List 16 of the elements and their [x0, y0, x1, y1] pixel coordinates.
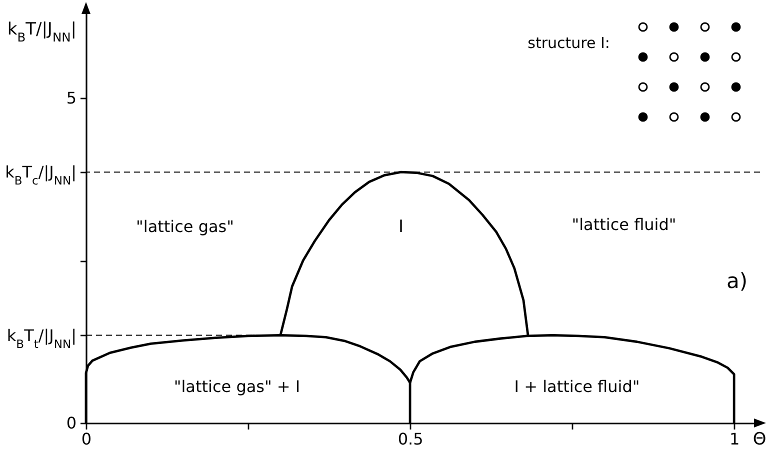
y-tick-label: k$_{B}$T$_{c}$/|J$_{NN}$| — [5, 162, 76, 188]
y-tick-label: k$_{B}$T$_{t}$/|J$_{NN}$| — [6, 326, 76, 351]
annotation: I + lattice fluid" — [514, 377, 640, 396]
y-axis-title: k$_{B}$T/|J$_{NN}$| — [7, 20, 76, 44]
x-axis-title: Θ — [752, 430, 766, 450]
y-tick-label: 0 — [66, 414, 76, 432]
annotation: a) — [726, 269, 748, 293]
x-tick-label: 1 — [729, 430, 740, 448]
annotation: "lattice gas" + I — [174, 377, 300, 396]
annotation: I — [398, 217, 404, 237]
x-tick-label: 0 — [81, 430, 92, 448]
x-tick-label: 0.5 — [398, 430, 424, 448]
y-tick-label: 5 — [66, 88, 76, 108]
annotation: "lattice gas" — [136, 217, 234, 236]
annotation: structure I: — [528, 34, 610, 52]
annotation: "lattice fluid" — [572, 215, 676, 234]
